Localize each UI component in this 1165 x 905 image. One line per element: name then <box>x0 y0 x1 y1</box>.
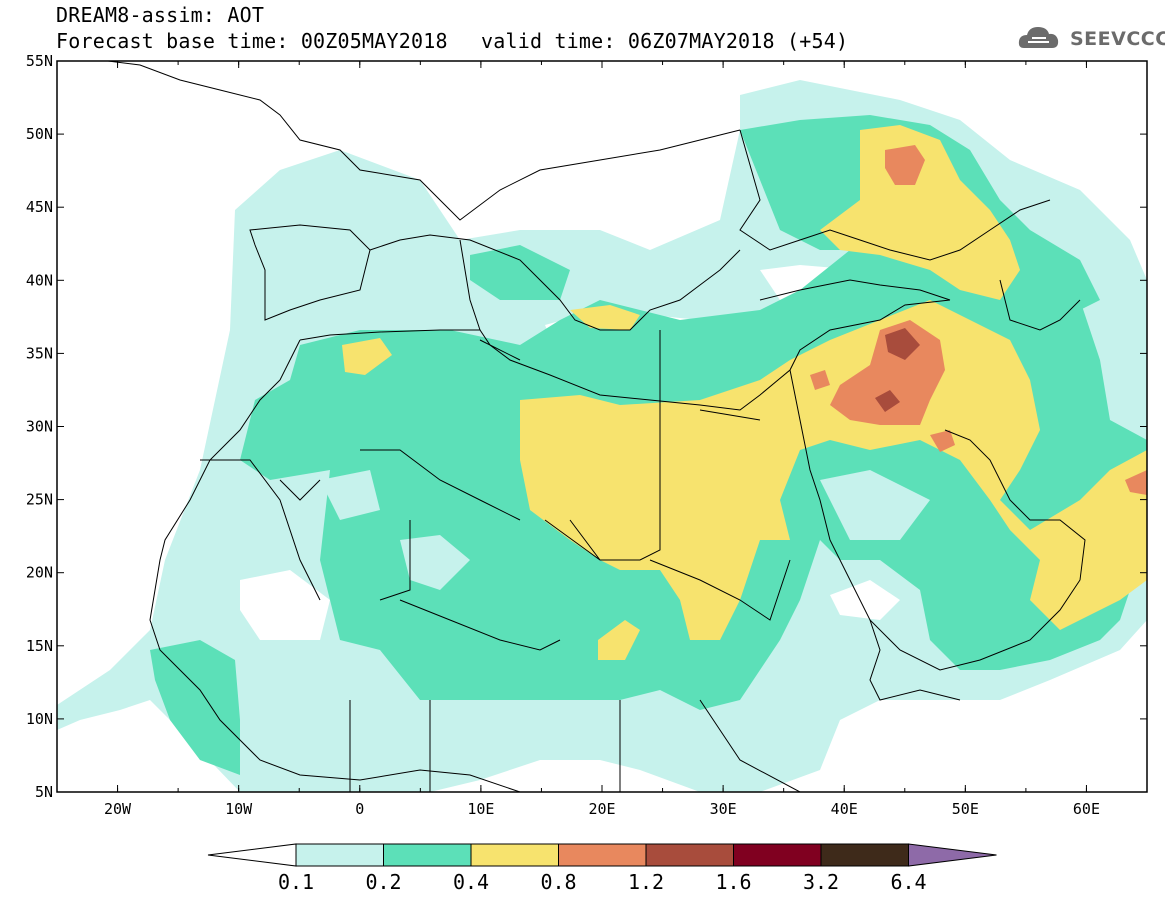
lat-tick-label: 35N <box>26 344 53 362</box>
lat-tick-label: 30N <box>26 418 53 436</box>
colorbar-segment <box>645 843 734 867</box>
lon-tick-label: 50E <box>952 800 979 818</box>
aot-level-0.4 <box>570 305 640 330</box>
lon-tick-label: 10W <box>225 800 253 818</box>
colorbar-segment <box>733 843 822 867</box>
lon-tick-label: 10E <box>467 800 494 818</box>
aot-level-0.4 <box>820 125 1020 300</box>
lat-tick-label: 50N <box>26 125 53 143</box>
colorbar-label: 0.8 <box>540 870 576 894</box>
lat-tick-label: 10N <box>26 710 53 728</box>
lat-tick-label: 25N <box>26 491 53 509</box>
lon-tick-label: 0 <box>355 800 364 818</box>
aot-level-0.8 <box>930 430 955 452</box>
colorbar-segment <box>558 843 647 867</box>
aot-level-0.2 <box>150 640 240 775</box>
colorbar-segment <box>383 843 472 867</box>
aot-field <box>57 61 1147 792</box>
aot-level-1.2 <box>875 328 920 412</box>
colorbar: 0.1 0.2 0.4 0.8 1.2 1.6 3.2 6.4 <box>207 843 997 894</box>
latitude-labels: 55N 50N 45N 40N 35N 30N 25N 20N 15N 10N 5N <box>26 52 53 801</box>
cloud-icon <box>1018 27 1059 48</box>
aot-level-0.4 <box>520 300 1147 640</box>
colorbar-label: 0.2 <box>365 870 401 894</box>
colorbar-label: 3.2 <box>803 870 839 894</box>
aot-level-0.8 <box>1125 470 1147 495</box>
lon-tick-label: 40E <box>831 800 858 818</box>
seevccc-logo-text: SEEVCCC <box>1070 28 1165 50</box>
lat-tick-label: 45N <box>26 198 53 216</box>
lat-tick-label: 40N <box>26 271 53 289</box>
colorbar-under-arrow <box>207 843 297 867</box>
colorbar-label: 1.6 <box>715 870 751 894</box>
colorbar-label: 0.1 <box>278 870 314 894</box>
valid-time: valid time: 06Z07MAY2018 (+54) <box>481 29 849 53</box>
colorbar-over-arrow <box>908 843 997 867</box>
map-title: DREAM8-assim: AOT <box>56 3 265 27</box>
aot-level-0.8 <box>810 370 830 390</box>
aot-level-0.4 <box>598 620 640 660</box>
colorbar-segment <box>820 843 909 867</box>
aot-level-0.8 <box>885 145 925 185</box>
axis-ticks <box>56 60 1148 793</box>
forecast-base-time: Forecast base time: 00Z05MAY2018 <box>56 29 448 53</box>
colorbar-label: 0.4 <box>453 870 489 894</box>
lat-tick-label: 5N <box>35 783 53 801</box>
lon-tick-label: 20W <box>104 800 132 818</box>
longitude-labels: 20W 10W 0 10E 20E 30E 40E 50E 60E <box>104 800 1100 818</box>
colorbar-segment <box>295 843 384 867</box>
aot-level-0.2 <box>470 245 570 300</box>
coastlines <box>103 61 1086 792</box>
colorbar-label: 1.2 <box>628 870 664 894</box>
lon-tick-label: 30E <box>710 800 737 818</box>
lat-tick-label: 20N <box>26 564 53 582</box>
lat-tick-label: 55N <box>26 52 53 70</box>
lon-tick-label: 60E <box>1073 800 1100 818</box>
colorbar-segment <box>470 843 559 867</box>
colorbar-label: 6.4 <box>890 870 926 894</box>
lon-tick-label: 20E <box>588 800 615 818</box>
lat-tick-label: 15N <box>26 637 53 655</box>
aot-level-0.4 <box>342 338 392 375</box>
